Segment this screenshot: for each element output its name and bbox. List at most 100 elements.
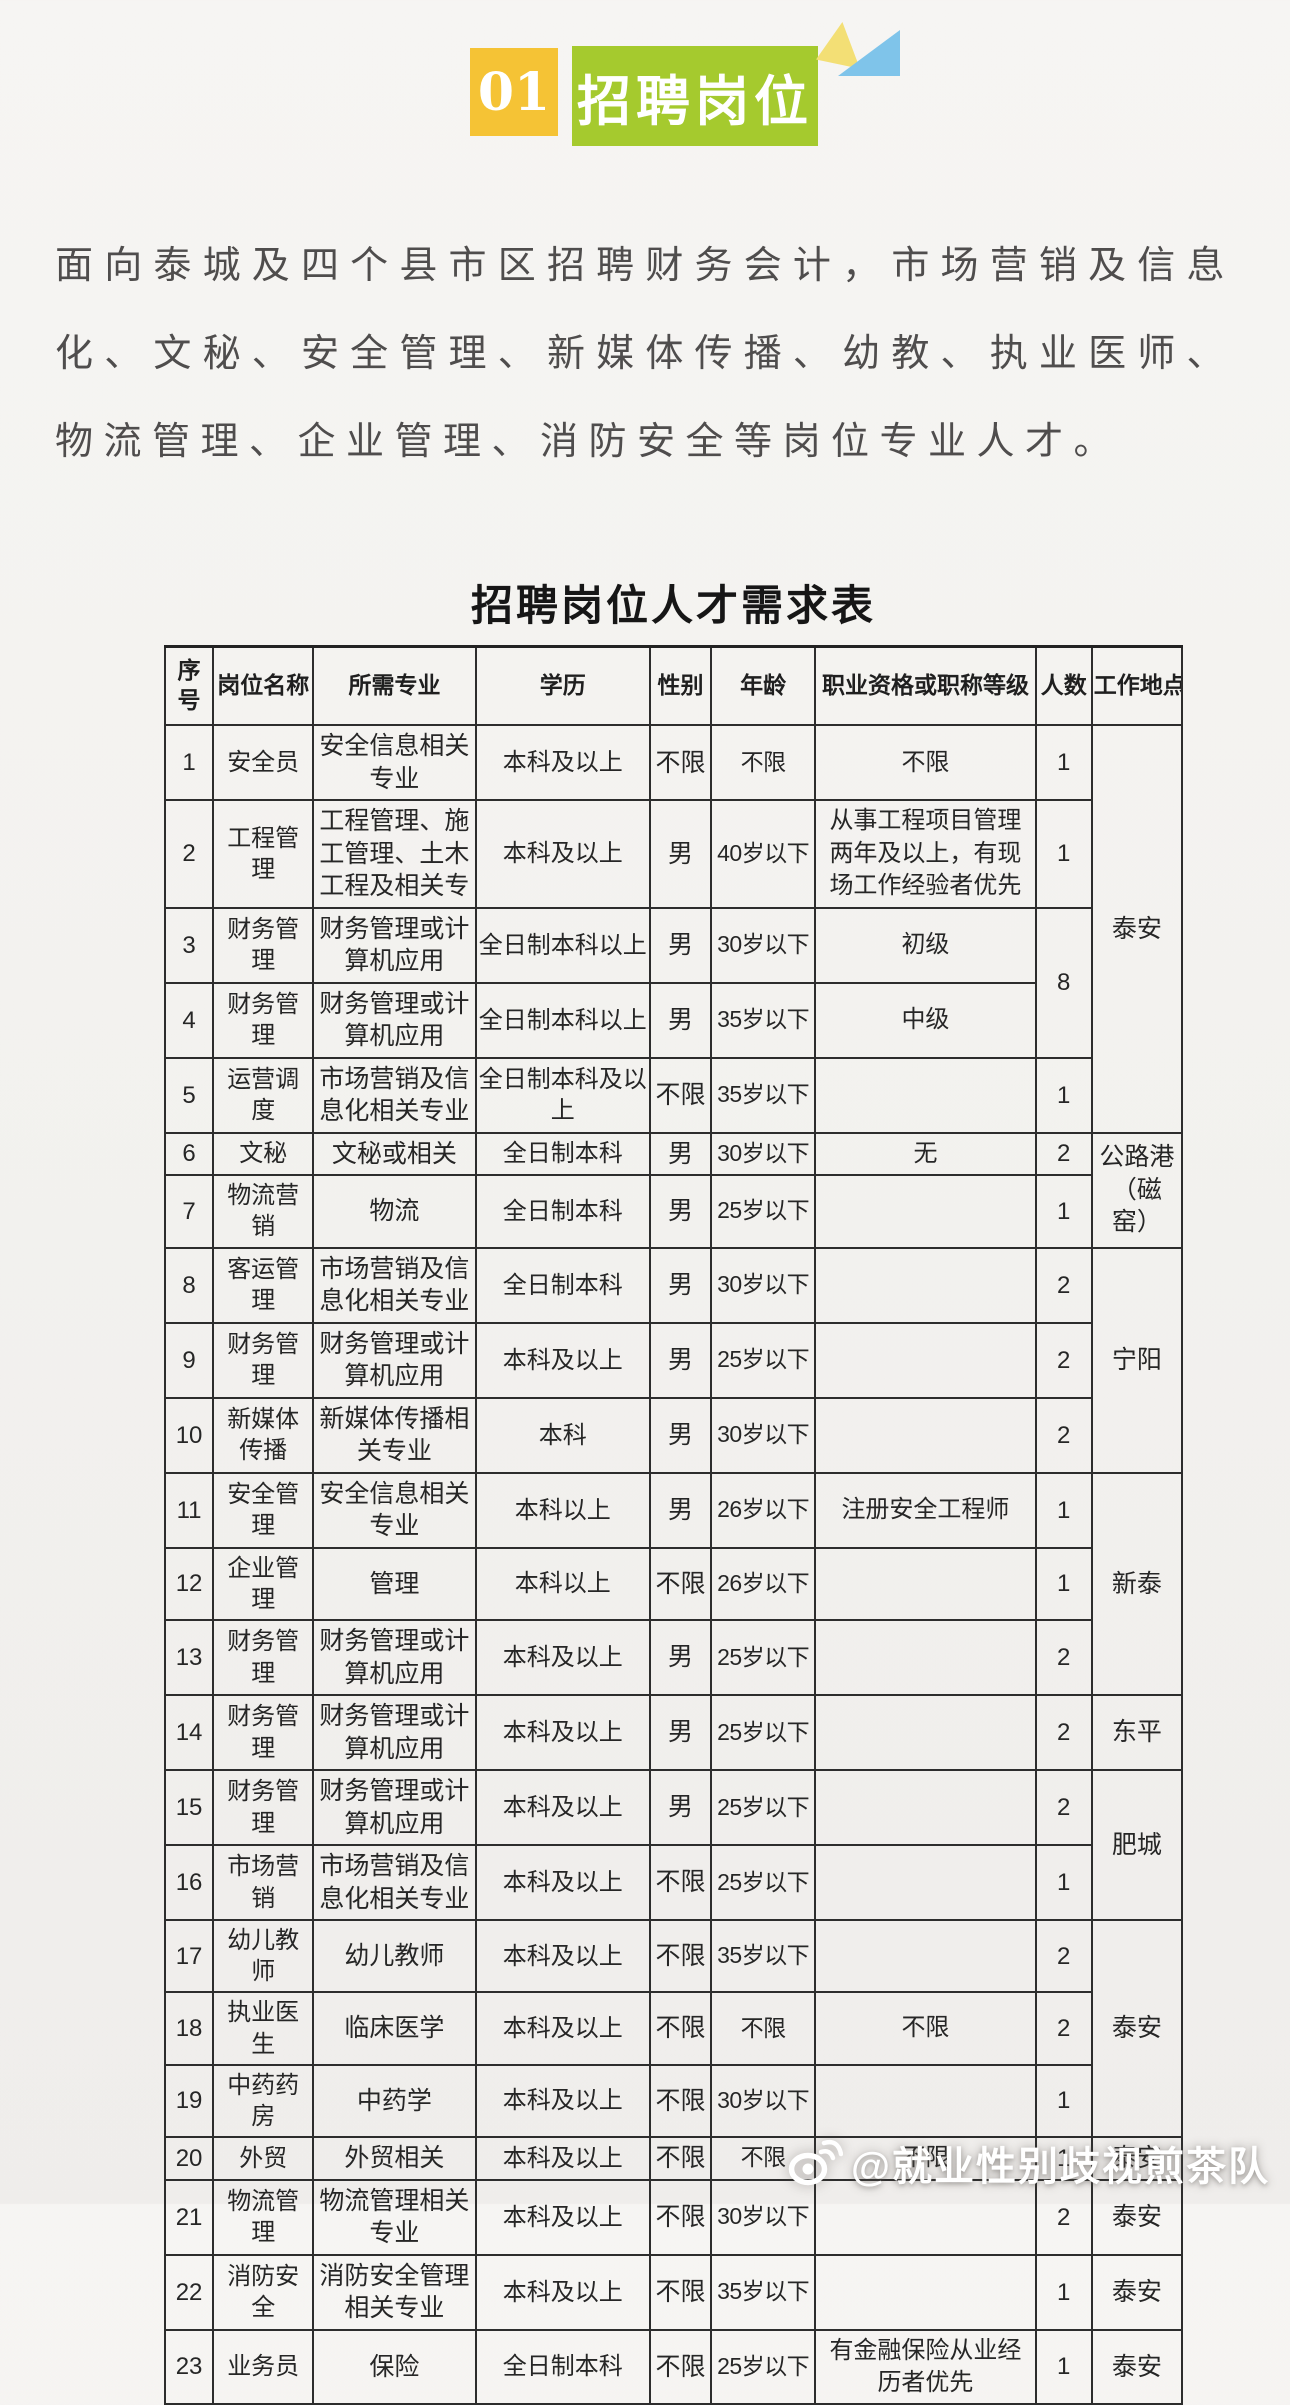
- table-row: 11 安全管理 安全信息相关专业 本科以上男 26岁以下 注册安全工程师 1 新泰: [163, 1471, 1184, 1697]
- cell-gender: 不限: [648, 2253, 713, 2331]
- cell-no: 7: [163, 1174, 215, 1249]
- cell-count: 2: [1034, 1991, 1093, 2066]
- cell-no: 10: [163, 1396, 215, 1474]
- cell-count: 1: [1034, 1056, 1093, 1134]
- column-header: 人数: [1034, 645, 1093, 727]
- cell-no: 23: [163, 2328, 215, 2405]
- cell-age: 35岁以下: [710, 981, 817, 1059]
- cell-gender: 男: [648, 906, 713, 984]
- cell-gender: 男: [648, 1471, 713, 1549]
- table-row: 10 新媒体传播 新媒体传播相关专业 本科男 30岁以下 2: [163, 1396, 1182, 1474]
- cell-no: 17: [163, 1918, 215, 1994]
- column-header: 性别: [648, 645, 713, 727]
- cell-no: 8: [163, 1246, 215, 1324]
- cell-position: 运营调度: [212, 1056, 315, 1134]
- cell-age: 30岁以下: [710, 1396, 817, 1474]
- cell-count: 1: [1034, 2328, 1093, 2405]
- intro-paragraph: 面向泰城及四个县市区招聘财务会计，市场营销及信息化、文秘、安全管理、新媒体传播、…: [55, 245, 1235, 464]
- table-row: 17 幼儿教师 幼儿教师 本科及以上 不限 35岁以下 2 泰安: [163, 1918, 1184, 2139]
- watermark-text: @就业性别歧视煎茶队: [850, 2145, 1270, 2189]
- cell-no: 4: [163, 981, 215, 1059]
- cell-education: 全日制本科: [474, 2328, 651, 2405]
- table-row: 4 财务管理 财务管理或计算机应用 全日制本科以上男 35岁以下 中级: [163, 981, 1182, 1059]
- weibo-icon: [788, 2139, 843, 2186]
- cell-qualification: 注册安全工程师: [814, 1471, 1037, 1549]
- cell-gender: 男: [648, 981, 713, 1059]
- cell-gender: 男: [648, 1694, 713, 1771]
- table-header-row: 序号 岗位名称 所需专业 学历 性别 年龄 职业资格或职称等级 人数 工作地点: [163, 645, 1184, 727]
- cell-count: 2: [1034, 1321, 1093, 1399]
- cell-major: 财务管理或计算机应用: [312, 906, 477, 984]
- cell-education: 本科及以上: [474, 724, 651, 802]
- cell-gender: 不限: [648, 1056, 713, 1134]
- table-row: 16 市场营销 市场营销及信息化相关专业 本科及以上 不限 25岁以下 1: [163, 1844, 1182, 1921]
- cell-count: 1: [1034, 1471, 1093, 1549]
- cell-gender: 男: [648, 799, 713, 909]
- cell-age: 26岁以下: [710, 1546, 817, 1622]
- cell-position: 外贸: [212, 2136, 315, 2181]
- cell-gender: 不限: [648, 2178, 713, 2256]
- cell-gender: 男: [648, 1619, 713, 1696]
- cell-major: 物流管理相关专业: [312, 2178, 477, 2256]
- cell-qualification: 初级: [814, 906, 1037, 984]
- cell-major: 财务管理或计算机应用: [312, 1321, 477, 1399]
- cell-major: 市场营销及信息化相关专业: [312, 1246, 477, 1324]
- cell-no: 20: [163, 2136, 215, 2181]
- table-row: 15 财务管理 财务管理或计算机应用 本科及以上男 25岁以下 2 肥城: [163, 1769, 1184, 1921]
- cell-location: 新泰: [1090, 1471, 1184, 1697]
- cell-age: 30岁以下: [710, 1246, 817, 1324]
- cell-count: 1: [1034, 1546, 1093, 1622]
- cell-count: 2: [1034, 1918, 1093, 1994]
- cell-position: 财务管理: [212, 1769, 315, 1846]
- cell-education: 本科: [474, 1396, 651, 1474]
- cell-no: 9: [163, 1321, 215, 1399]
- cell-major: 市场营销及信息化相关专业: [312, 1056, 477, 1134]
- cell-gender: 不限: [648, 1991, 713, 2066]
- cell-education: 本科及以上: [474, 1769, 651, 1846]
- cell-gender: 男: [648, 1174, 713, 1249]
- cell-gender: 男: [648, 1396, 713, 1474]
- cell-position: 物流营销: [212, 1174, 315, 1249]
- cell-qualification: 有金融保险从业经历者优先: [814, 2328, 1037, 2405]
- cell-education: 本科以上: [474, 1471, 651, 1549]
- cell-age: 不限: [710, 724, 817, 802]
- cell-education: 本科及以上: [474, 2253, 651, 2331]
- cell-count: 1: [1034, 1844, 1093, 1921]
- cell-count: 8: [1034, 906, 1093, 1059]
- cell-major: 物流: [312, 1174, 477, 1249]
- cell-location: 泰安: [1090, 2136, 1184, 2181]
- section-header: 01 招聘岗位: [0, 0, 1290, 160]
- cell-position: 财务管理: [212, 1619, 315, 1696]
- table-row: 14 财务管理 财务管理或计算机应用 本科及以上男 25岁以下 2 东平: [163, 1694, 1184, 1771]
- cell-position: 消防安全: [212, 2253, 315, 2331]
- cell-education: 本科及以上: [474, 1991, 651, 2066]
- cell-position: 财务管理: [212, 1321, 315, 1399]
- cell-education: 本科以上: [474, 1546, 651, 1622]
- cell-location: 泰安: [1090, 1918, 1184, 2139]
- cell-position: 新媒体传播: [212, 1396, 315, 1474]
- cell-no: 16: [163, 1844, 215, 1921]
- column-header: 所需专业: [312, 645, 477, 727]
- cell-gender: 不限: [648, 1844, 713, 1921]
- cell-gender: 不限: [648, 1918, 713, 1994]
- cell-age: 25岁以下: [710, 2328, 817, 2405]
- cell-gender: 男: [648, 1131, 713, 1177]
- cell-education: 本科及以上: [474, 2136, 651, 2181]
- cell-gender: 男: [648, 1321, 713, 1399]
- cell-education: 本科及以上: [474, 799, 651, 909]
- cell-qualification: 中级: [814, 981, 1037, 1059]
- watermark: @就业性别歧视煎茶队: [787, 2134, 1270, 2192]
- section-number: 01: [477, 61, 551, 123]
- cell-major: 文秘或相关: [312, 1131, 477, 1177]
- cell-age: 25岁以下: [710, 1694, 817, 1771]
- cell-major: 消防安全管理相关专业: [312, 2253, 477, 2331]
- cell-count: 1: [1034, 1174, 1093, 1249]
- cell-major: 财务管理或计算机应用: [312, 981, 477, 1059]
- cell-education: 本科及以上: [474, 1844, 651, 1921]
- cell-education: 全日制本科: [474, 1131, 651, 1177]
- cell-count: 1: [1034, 799, 1093, 909]
- table-row: 20 外贸 外贸相关 本科及以上 不限 不限 不限 1 泰安: [163, 2136, 1184, 2181]
- corner-decoration: [812, 22, 902, 82]
- table-row: 8 客运管理 市场营销及信息化相关专业 全日制本科男 30岁以下 2 宁阳: [163, 1246, 1184, 1474]
